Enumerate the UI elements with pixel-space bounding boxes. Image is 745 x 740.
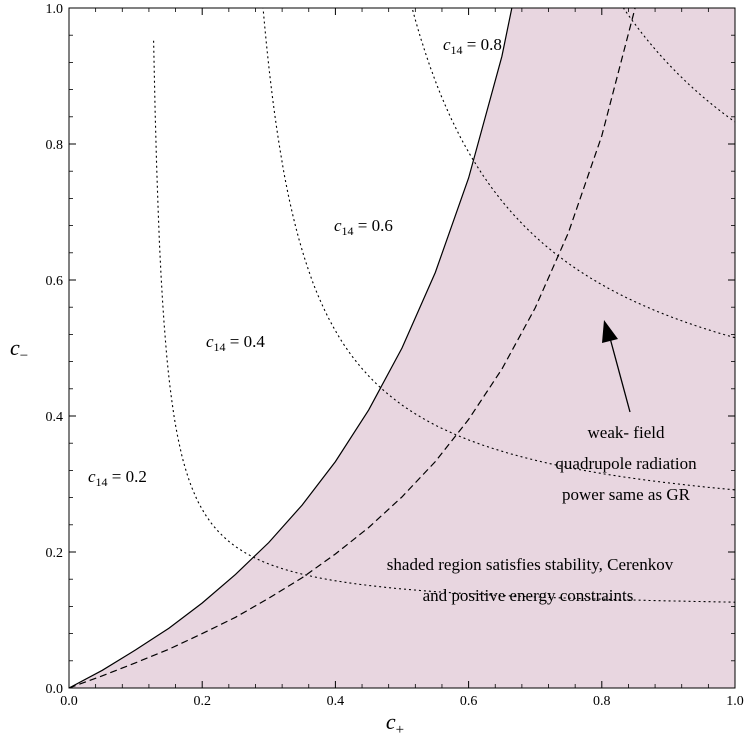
contour-label-0.8: c14 = 0.8 xyxy=(443,35,502,57)
ticks-layer: 0.0 0.2 0.4 0.6 0.8 1.0 0.0 0.2 0.4 0.6 0.8 1.0 xyxy=(46,2,744,709)
x-tick-label: 0.4 xyxy=(327,694,345,709)
x-tick-label: 0.6 xyxy=(460,694,478,709)
gr-equivalence-curve xyxy=(69,8,636,688)
x-tick-label: 0.2 xyxy=(193,694,211,709)
y-tick-label: 1.0 xyxy=(46,2,64,17)
y-tick-label: 0.2 xyxy=(46,546,64,561)
x-tick-label: 0.0 xyxy=(60,694,78,709)
contour-label-0.4: c14 = 0.4 xyxy=(206,332,265,354)
x-axis-label: c+ xyxy=(386,709,404,738)
y-tick-label: 0.8 xyxy=(46,138,64,153)
contour-c14-0.2 xyxy=(153,40,735,603)
shaded-region xyxy=(69,8,735,688)
gr-arrow xyxy=(602,320,631,413)
x-tick-label: 1.0 xyxy=(726,694,744,709)
y-tick-label: 0.4 xyxy=(46,410,64,425)
curves-layer xyxy=(69,8,735,688)
shaded-annotation-line2: and positive energy constraints xyxy=(423,586,634,605)
contour-label-0.2: c14 = 0.2 xyxy=(88,467,147,489)
y-axis-label: c− xyxy=(10,335,28,364)
gr-annotation-line2: quadrupole radiation xyxy=(555,454,697,473)
gr-annotation-line3: power same as GR xyxy=(562,485,691,504)
shaded-annotation-line1: shaded region satisfies stability, Ceren… xyxy=(387,555,674,574)
y-tick-label: 0.0 xyxy=(46,682,64,697)
x-tick-label: 0.8 xyxy=(593,694,611,709)
gr-annotation-line1: weak- field xyxy=(588,423,665,442)
contour-c14-0.8 xyxy=(622,8,735,123)
contour-c14-0.4 xyxy=(262,8,735,491)
axes-frame xyxy=(68,7,736,689)
shaded-region-layer xyxy=(69,8,735,688)
contour-label-0.6: c14 = 0.6 xyxy=(334,216,393,238)
plot-frame xyxy=(68,7,736,689)
contour-c14-0.6 xyxy=(411,8,735,339)
constraint-boundary-curve xyxy=(69,8,513,688)
y-tick-label: 0.6 xyxy=(46,274,64,289)
